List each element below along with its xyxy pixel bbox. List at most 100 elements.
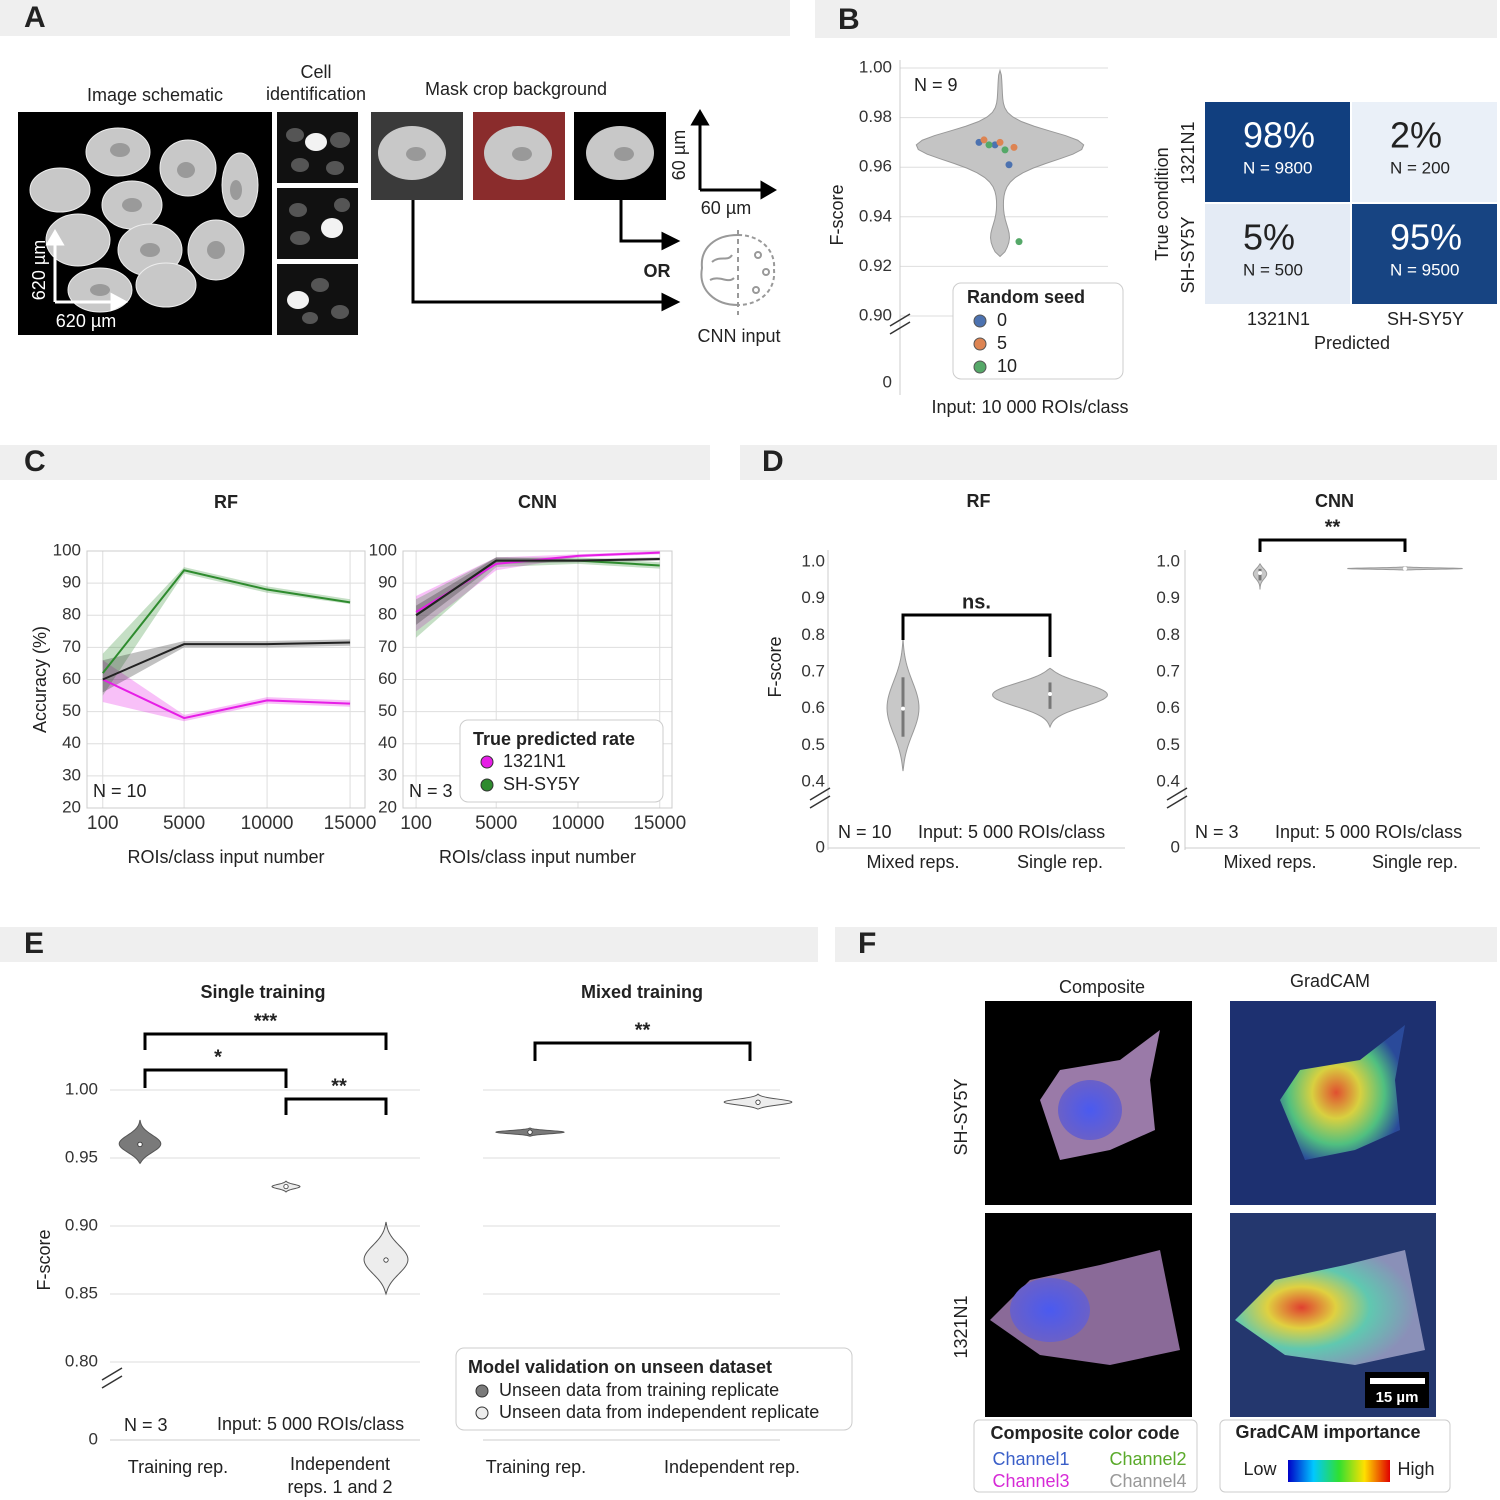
y-tick-label: 0.85 [65, 1283, 98, 1302]
chart-title: CNN [1315, 491, 1354, 511]
significance-label: ** [1325, 516, 1341, 538]
significance-label: ns. [962, 591, 991, 613]
median [527, 1129, 533, 1135]
y-tick-label: 0.5 [1156, 735, 1180, 754]
colorbar [1288, 1460, 1390, 1482]
x-axis-label: Predicted [1314, 333, 1390, 353]
median [1403, 566, 1407, 571]
chart-title: CNN [518, 492, 557, 512]
y-tick-label: 0.4 [801, 771, 825, 790]
n-label: N = 3 [409, 781, 453, 801]
column-label: Composite [1059, 977, 1145, 997]
legend-marker [475, 1384, 489, 1398]
header-bar [740, 445, 1497, 480]
cell-count: N = 200 [1390, 158, 1450, 177]
heat [1235, 1250, 1425, 1365]
significance-bracket [1258, 538, 1407, 552]
y-tick-label: 90 [378, 573, 397, 592]
y-tick-label: 1.0 [801, 551, 825, 570]
panel-letter: C [24, 445, 46, 478]
median [1048, 692, 1052, 696]
median [1258, 571, 1262, 575]
channel-label: Channel2 [1109, 1449, 1186, 1469]
heatmap-cell [1352, 102, 1497, 202]
input-label: Input: 5 000 ROIs/class [918, 822, 1105, 842]
colorbar-label: High [1397, 1459, 1434, 1479]
axis-break [1166, 795, 1188, 809]
chart-title: RF [214, 492, 238, 512]
header-bar [815, 0, 1497, 38]
n-label: N = 3 [124, 1415, 168, 1435]
cell-value: 5% [1243, 217, 1295, 258]
scale-label: 60 µm [701, 198, 751, 218]
label: Cell [300, 62, 331, 82]
legend-box [455, 1347, 853, 1431]
heat [1280, 1025, 1405, 1160]
y-tick-label: 0.6 [801, 698, 825, 717]
column-label: GradCAM [1290, 971, 1370, 991]
y-tick-label: 0.95 [65, 1147, 98, 1166]
data-point [1001, 146, 1009, 154]
y-tick-label: 100 [53, 540, 81, 559]
x-tick-label: Independent [290, 1454, 390, 1474]
x-axis-label: ROIs/class input number [439, 847, 636, 867]
significance-bracket [533, 1041, 752, 1061]
x-tick-label: Single rep. [1017, 852, 1103, 872]
scale-label: 620 µm [56, 311, 116, 331]
significance-bracket [143, 1068, 288, 1088]
data-point [985, 141, 993, 149]
y-tick-label: 20 [62, 797, 81, 816]
y-tick-label: 30 [62, 765, 81, 784]
label: Mask crop background [425, 79, 607, 99]
x-tick-label: Single rep. [1372, 852, 1458, 872]
significance-label: ** [635, 1019, 651, 1041]
row-label: SH-SY5Y [1178, 216, 1198, 293]
legend-marker [973, 360, 987, 374]
median [901, 706, 905, 711]
colorbar-label: Low [1243, 1459, 1277, 1479]
y-tick-label: 1.00 [859, 57, 892, 76]
legend-title: True predicted rate [473, 729, 635, 749]
axis-break [889, 321, 911, 335]
y-tick-label: 0.7 [1156, 661, 1180, 680]
legend-marker [973, 314, 987, 328]
n-label: N = 10 [838, 822, 892, 842]
median [755, 1099, 761, 1105]
y-axis-label: True condition [1152, 147, 1172, 260]
y-tick-label: 80 [378, 605, 397, 624]
axis-break [101, 1367, 123, 1381]
y-tick-label: 0.9 [1156, 588, 1180, 607]
arrows [411, 109, 777, 312]
violin [915, 68, 1085, 258]
y-tick-label: 0.4 [1156, 771, 1180, 790]
col-label: 1321N1 [1247, 309, 1310, 329]
x-tick-label: Independent rep. [664, 1457, 800, 1477]
violin [118, 1119, 162, 1165]
significance-label: * [214, 1046, 222, 1068]
label: CNN input [697, 326, 780, 346]
y-tick-label: 0.7 [801, 661, 825, 680]
line [101, 569, 351, 674]
y-tick-label: 0.92 [859, 256, 892, 275]
plot-frame [86, 550, 366, 809]
nucleus [1010, 1278, 1090, 1342]
scale-label: 15 µm [1376, 1389, 1419, 1406]
heatmap-cell [1205, 204, 1350, 304]
y-tick-label: 100 [369, 540, 397, 559]
y-tick-label: 60 [62, 669, 81, 688]
y-tick-label: 0.80 [65, 1351, 98, 1370]
panel-a: Image schematic Cell identification Mask… [18, 62, 781, 346]
data-point [1010, 143, 1018, 151]
row-label: 1321N1 [1178, 121, 1198, 184]
panel-letter: B [838, 3, 860, 36]
y-tick-label: 0 [1171, 837, 1180, 856]
x-tick-label: 100 [400, 813, 432, 834]
plot-frame [402, 550, 673, 809]
legend-box [459, 719, 664, 803]
legend-label: Unseen data from training replicate [499, 1380, 779, 1400]
legend-box [952, 282, 1124, 380]
legend-title: Model validation on unseen dataset [468, 1357, 772, 1377]
legend-marker [480, 778, 494, 792]
x-tick-label: 5000 [475, 813, 517, 834]
